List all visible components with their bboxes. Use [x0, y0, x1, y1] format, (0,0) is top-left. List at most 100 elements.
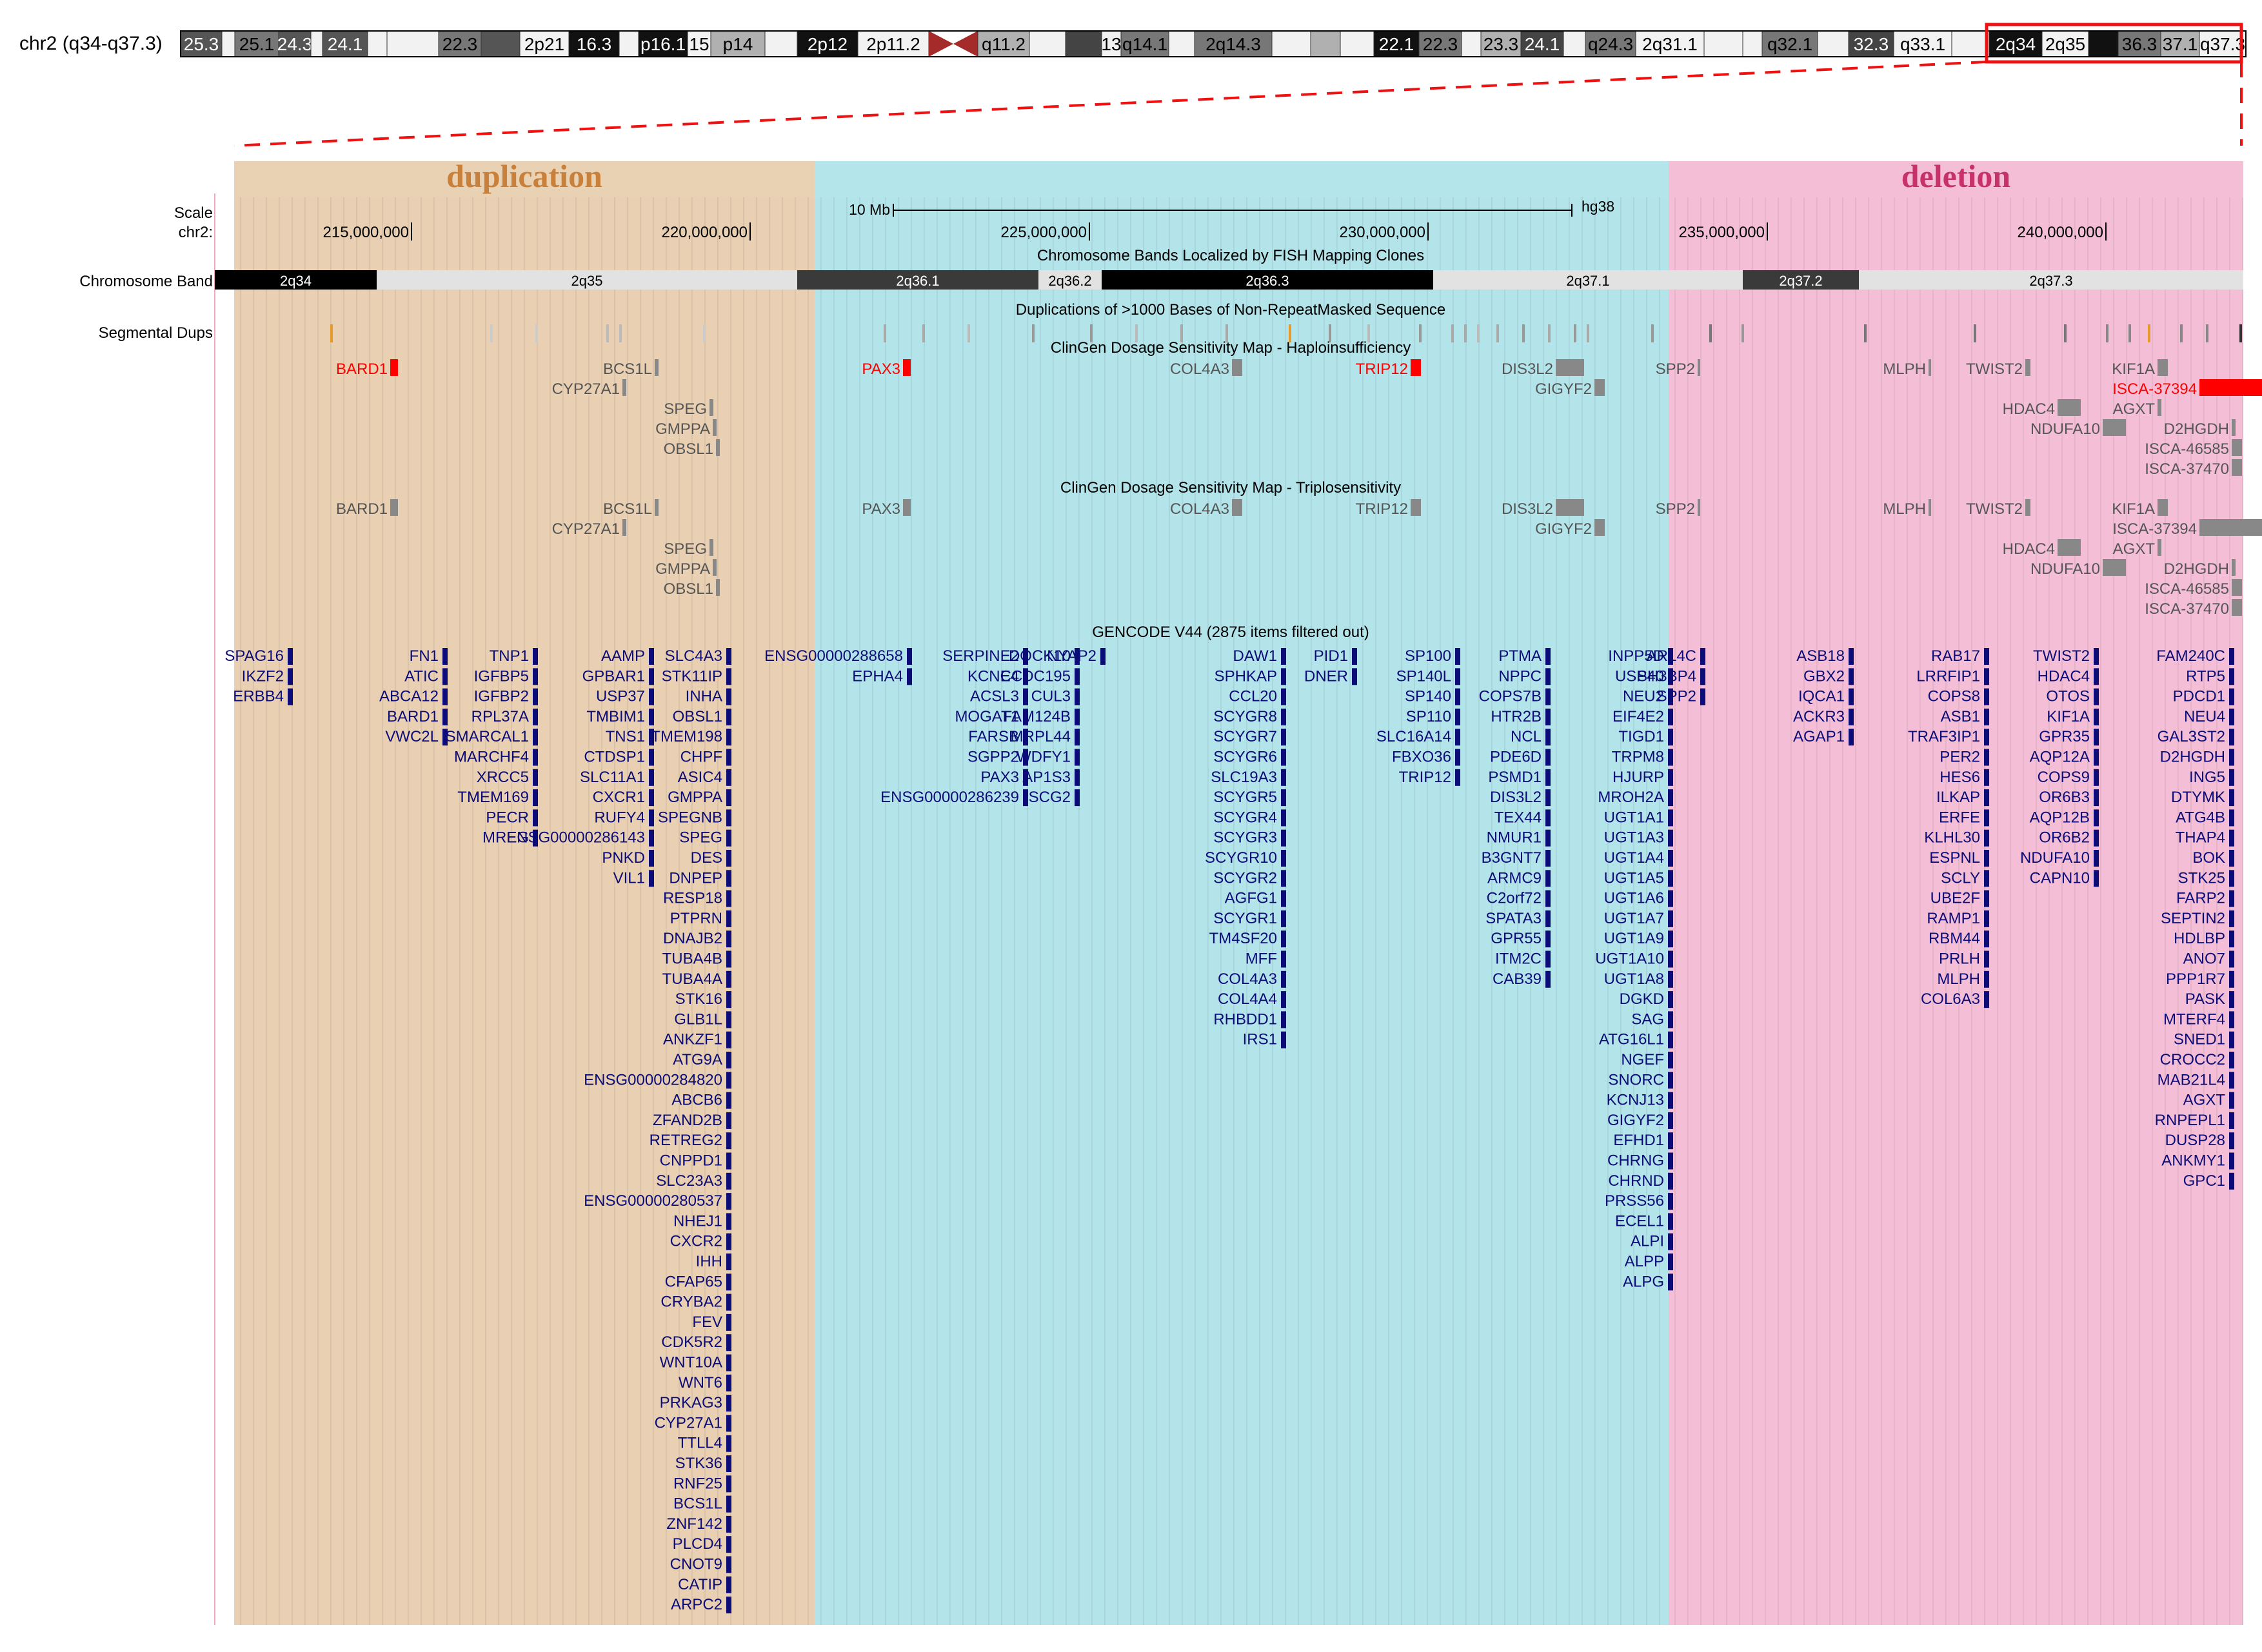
gene-exon	[1075, 688, 1080, 705]
gene-exon	[726, 769, 731, 786]
clingen-label: SPEG	[664, 540, 707, 558]
gene-exon	[1668, 870, 1673, 887]
clingen-bar	[622, 519, 626, 536]
gene-label: VWC2L	[385, 728, 439, 745]
gene-exon	[1023, 769, 1028, 786]
gene-label: OTOS	[2046, 688, 2090, 705]
gene-exon	[1352, 648, 1357, 665]
gene-exon	[1668, 1132, 1673, 1150]
gene-label: HJURP	[1612, 769, 1664, 786]
ideogram-band-label: 24.1	[328, 34, 363, 54]
gene-label: SCYGR10	[1205, 849, 1277, 867]
segdup-mark	[1651, 324, 1654, 342]
gene-label: CCL20	[1229, 688, 1277, 705]
gencode-track[interactable]: GENCODE V44 (2875 items filtered out) SPA…	[224, 624, 2234, 1614]
gene-label: ARL4C	[1647, 647, 1696, 665]
gene-label: SNED1	[2174, 1031, 2225, 1048]
gene-exon	[442, 729, 448, 746]
gene-label: TMEM198	[651, 728, 722, 745]
band-segment-label: 2q37.2	[1779, 273, 1822, 289]
chromosome-ideogram[interactable]: chr2 (q34-q37.3) 25.3 25.1 24.3 24.1 22.3 2p21…	[19, 23, 2247, 64]
gene-exon	[726, 1052, 731, 1068]
clingen-label: CYP27A1	[552, 520, 620, 538]
gene-label: DOCK10	[1009, 647, 1071, 665]
gene-label: ENSG00000288658	[764, 647, 903, 665]
gene-label: EFHD1	[1613, 1132, 1664, 1149]
gene-exon	[288, 668, 293, 685]
gene-exon	[1281, 809, 1286, 827]
clingen-bar	[2158, 399, 2161, 416]
segdup-mark	[535, 324, 538, 342]
clingen-haploinsufficiency-track[interactable]: ClinGen Dosage Sensitivity Map - Haploin…	[336, 339, 2262, 478]
ideogram-band	[367, 30, 388, 57]
gene-label: SCYGR3	[1213, 829, 1277, 847]
clingen-bar	[1232, 499, 1242, 516]
gene-exon	[1545, 829, 1551, 847]
gene-label: DNAJB2	[663, 930, 722, 947]
gene-exon	[1668, 1233, 1673, 1250]
gene-exon	[2094, 870, 2099, 887]
segdup-mark	[1709, 324, 1712, 342]
gene-label: SCLY	[1941, 869, 1980, 887]
centromere-p-arm	[929, 31, 953, 57]
gene-label: RAB17	[1931, 647, 1980, 665]
position-tick-label: 235,000,000	[1679, 224, 1765, 241]
gene-exon	[1075, 648, 1080, 665]
gene-label: TNP1	[490, 647, 529, 665]
gene-exon	[533, 729, 538, 746]
gene-label: ERFE	[1939, 809, 1980, 826]
region-background	[1669, 161, 2243, 1625]
gene-exon	[1984, 910, 1989, 927]
scale-bar-label: 10 Mb	[849, 201, 890, 218]
gene-exon	[2094, 688, 2099, 705]
gene-exon	[726, 1536, 731, 1553]
gene-label: ILKAP	[1936, 789, 1980, 806]
gene-label: RETREG2	[650, 1132, 722, 1149]
region-label: duplication	[446, 158, 602, 194]
ideogram-band	[481, 30, 521, 57]
gene-exon	[1984, 809, 1989, 827]
clingen-label: OBSL1	[664, 580, 713, 598]
gene-exon	[1700, 668, 1705, 685]
chromosome-band-track[interactable]: Chromosome Bands Localized by FISH Mappi…	[79, 247, 2243, 290]
gene-exon	[2229, 870, 2234, 887]
gencode-track-title: GENCODE V44 (2875 items filtered out)	[1092, 624, 1369, 641]
ideogram-band	[2088, 30, 2119, 57]
gene-exon	[1545, 749, 1551, 766]
gene-exon	[1545, 870, 1551, 887]
clingen-triplosensitivity-track[interactable]: ClinGen Dosage Sensitivity Map - Triplos…	[336, 479, 2262, 618]
segdup-mark	[1522, 324, 1525, 342]
gene-label: DIS3L2	[1490, 789, 1542, 806]
gene-label: ASB18	[1796, 647, 1845, 665]
gene-exon	[1668, 910, 1673, 927]
scale-track: Scale chr2: 10 Mb hg38 215,000,000 220,000,00…	[174, 198, 2107, 241]
segdup-track-label: Segmental Dups	[99, 324, 213, 342]
gene-label: CUL3	[1031, 688, 1071, 705]
clingen-bar	[1556, 499, 1584, 516]
clingen-label: COL4A3	[1170, 500, 1229, 518]
gene-label: D2HGDH	[2160, 749, 2225, 766]
band-segment	[215, 270, 377, 290]
gene-exon	[2229, 1172, 2234, 1190]
gene-label: ABCA12	[379, 688, 439, 705]
gene-label: COPS7B	[1479, 688, 1542, 705]
gene-exon	[1668, 729, 1673, 746]
gene-label: HTR2B	[1491, 708, 1542, 725]
gene-label: SPATA3	[1485, 910, 1542, 927]
segmental-dups-track[interactable]: Duplications of >1000 Bases of Non-Repea…	[99, 301, 2242, 342]
gene-exon	[1668, 749, 1673, 766]
gene-exon	[726, 1576, 731, 1593]
gene-label: FARSB	[968, 728, 1019, 745]
ideogram-band	[1461, 30, 1482, 57]
gene-exon	[726, 1435, 731, 1452]
gene-label: MROH2A	[1598, 789, 1664, 806]
gene-exon	[726, 1112, 731, 1129]
ideogram-band-label: q32.1	[1767, 34, 1812, 54]
gene-exon	[1668, 930, 1673, 948]
gene-label: UGT1A3	[1604, 829, 1664, 847]
gene-exon	[1668, 708, 1673, 725]
gene-exon	[1984, 789, 1989, 807]
gene-label: PDCD1	[2173, 688, 2225, 705]
gene-exon	[1281, 829, 1286, 847]
clingen-label: DIS3L2	[1502, 360, 1553, 378]
